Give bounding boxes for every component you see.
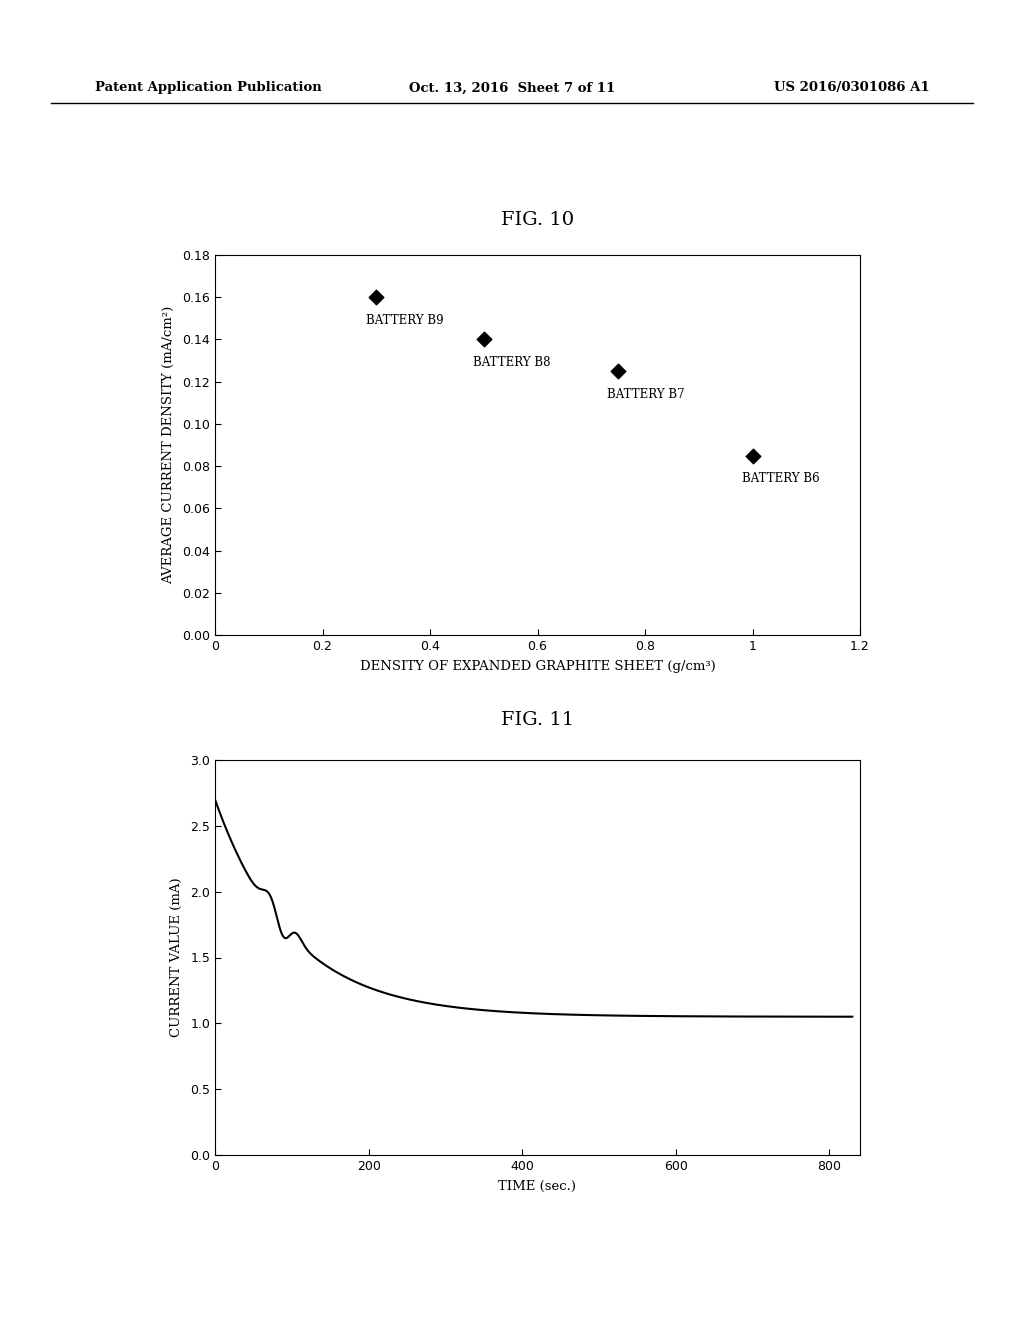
Text: US 2016/0301086 A1: US 2016/0301086 A1: [774, 82, 930, 95]
Point: [744, 445, 761, 466]
Text: FIG. 11: FIG. 11: [501, 711, 574, 729]
Y-axis label: CURRENT VALUE (mA): CURRENT VALUE (mA): [170, 878, 183, 1038]
Point: [368, 286, 384, 308]
Text: BATTERY B9: BATTERY B9: [366, 314, 443, 327]
Point: [475, 329, 492, 350]
X-axis label: TIME (sec.): TIME (sec.): [499, 1180, 577, 1193]
Text: FIG. 10: FIG. 10: [501, 211, 574, 228]
Text: Patent Application Publication: Patent Application Publication: [95, 82, 322, 95]
Text: BATTERY B8: BATTERY B8: [473, 356, 551, 370]
Point: [610, 360, 627, 381]
X-axis label: DENSITY OF EXPANDED GRAPHITE SHEET (g/cm³): DENSITY OF EXPANDED GRAPHITE SHEET (g/cm…: [359, 660, 716, 673]
Text: BATTERY B6: BATTERY B6: [741, 473, 819, 486]
Text: BATTERY B7: BATTERY B7: [607, 388, 685, 401]
Y-axis label: AVERAGE CURRENT DENSITY (mA/cm²): AVERAGE CURRENT DENSITY (mA/cm²): [162, 306, 175, 585]
Text: Oct. 13, 2016  Sheet 7 of 11: Oct. 13, 2016 Sheet 7 of 11: [409, 82, 615, 95]
